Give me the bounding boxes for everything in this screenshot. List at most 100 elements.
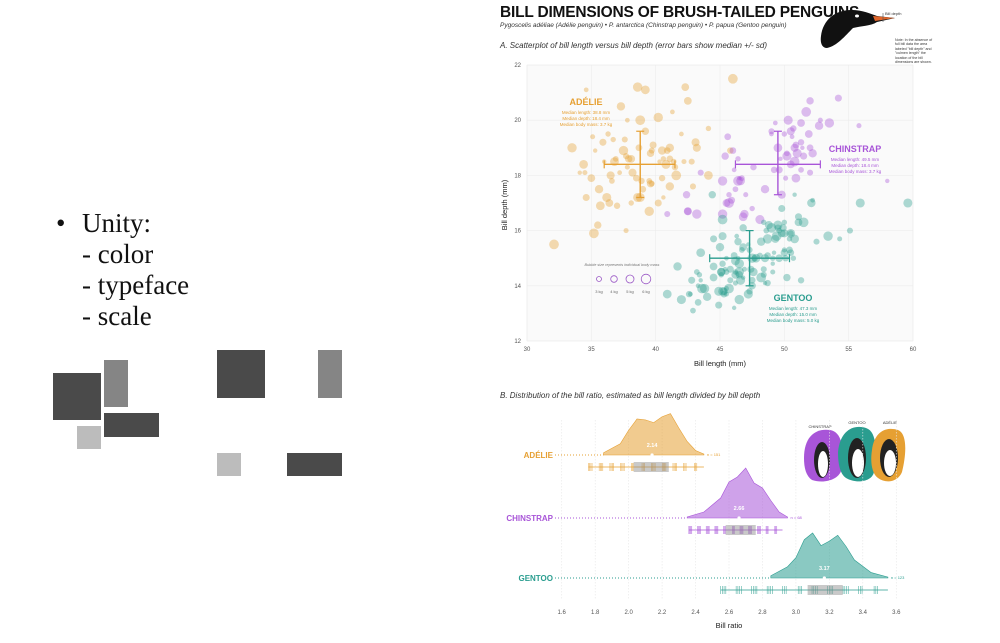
adelie-point	[671, 170, 682, 181]
chinstrap-n-label: n = 68	[791, 515, 803, 520]
ridge-x-tick-3.0: 3.0	[792, 610, 801, 616]
bubble-legend-label-4kg: 4 kg	[610, 289, 618, 294]
scatter-x-tick-60: 60	[910, 347, 917, 353]
gentoo-point	[734, 237, 742, 246]
gentoo-point	[757, 252, 763, 259]
gentoo-point	[779, 224, 787, 232]
gentoo-point	[780, 229, 789, 238]
adelie-point	[612, 155, 619, 162]
gentoo-point	[736, 275, 746, 285]
chinstrap-point	[717, 209, 728, 219]
penguin-bill-shape	[873, 16, 895, 21]
chinstrap-point	[783, 115, 793, 125]
bullet-line-typeface: - typeface	[82, 270, 190, 300]
gentoo-point	[723, 291, 729, 297]
ridge-x-tick-2.6: 2.6	[725, 610, 734, 616]
adelie-point	[623, 153, 630, 160]
adelie-point	[605, 199, 614, 207]
adelie-point	[665, 182, 675, 191]
gentoo-point	[709, 262, 718, 271]
gentoo-point	[774, 224, 782, 232]
adelie-point	[624, 155, 633, 163]
gentoo-point	[771, 234, 780, 243]
scatter-x-tick-40: 40	[652, 347, 659, 353]
gentoo-point	[731, 270, 740, 279]
adelie-point	[594, 221, 602, 229]
scatter-y-tick-22: 22	[514, 63, 521, 69]
chinstrap-point	[769, 131, 774, 137]
gentoo-point	[781, 247, 787, 253]
gentoo-point	[762, 234, 773, 244]
gentoo-point	[790, 255, 797, 261]
adelie-point	[624, 164, 630, 170]
adelie-point	[727, 147, 734, 154]
gentoo-point	[771, 250, 777, 255]
scale-square-light-small	[217, 453, 241, 476]
adelie-point	[670, 109, 675, 115]
gentoo-point	[760, 271, 767, 278]
ridge-x-tick-2.0: 2.0	[624, 610, 633, 616]
scatter-x-tick-30: 30	[524, 347, 531, 353]
gentoo-n-label: n = 123	[891, 575, 905, 580]
gentoo-point	[708, 191, 716, 199]
gentoo-point	[723, 269, 730, 275]
chinstrap-density	[686, 467, 788, 519]
gentoo-point	[696, 248, 706, 258]
chinstrap-point	[736, 176, 745, 186]
adelie-ridge-label: ADÉLIE	[524, 451, 554, 460]
adelie-point	[609, 178, 615, 184]
adelie-point	[587, 174, 596, 183]
gentoo-point	[719, 287, 728, 296]
gentoo-point	[739, 224, 747, 232]
adelie-point	[594, 185, 604, 194]
chinstrap-point	[807, 169, 814, 176]
chinstrap-point	[664, 211, 671, 218]
adelie-point	[648, 147, 655, 154]
scatter-x-tick-35: 35	[588, 347, 595, 353]
chinstrap-point	[684, 207, 692, 215]
adelie-point	[691, 138, 700, 147]
adelie-point	[567, 143, 577, 153]
gentoo-point	[741, 266, 747, 272]
adelie-point	[610, 136, 616, 143]
gentoo-point	[718, 272, 724, 278]
chinstrap-point	[790, 143, 799, 152]
chinstrap-point	[724, 133, 732, 141]
gentoo-point	[732, 280, 738, 286]
bill-scatterplot: 30 35 40 45 50 55 60 12 14 16 18 20 22 Bill length (…	[500, 63, 917, 368]
adelie-point	[657, 159, 662, 164]
adelie-density	[603, 413, 705, 456]
adelie-point	[657, 146, 667, 155]
gentoo-density	[770, 532, 889, 579]
bubble-legend-label-3kg: 3 kg	[595, 289, 603, 294]
chinstrap-point	[721, 152, 729, 160]
bubble-size-legend: Bubble size represents individual body m…	[585, 263, 660, 294]
gentoo-point	[734, 233, 740, 239]
gentoo-point	[673, 262, 682, 271]
unity-rect-mid-tall	[104, 360, 128, 407]
scatter-y-tick-16: 16	[514, 229, 521, 235]
adelie-median-label: 2.14	[647, 443, 659, 449]
chinstrap-point	[731, 167, 737, 173]
chinstrap-point	[749, 205, 755, 212]
ridge-x-tick-3.6: 3.6	[892, 610, 901, 616]
scatter-y-tick-14: 14	[514, 284, 521, 290]
unity-square-dark-large	[53, 373, 101, 420]
chinstrap-point	[792, 148, 802, 158]
penguin-poster: BILL DIMENSIONS OF BRUSH-TAILED PENGUINS…	[497, 0, 932, 643]
ridge-x-tick-2.4: 2.4	[691, 610, 700, 616]
chinstrap-annotation-1: Median length: 49.5 mm	[831, 157, 880, 162]
gentoo-point	[695, 283, 701, 289]
adelie-point	[689, 183, 697, 190]
scatter-x-tick-45: 45	[717, 347, 724, 353]
adelie-point	[641, 85, 650, 95]
gentoo-point	[709, 273, 718, 282]
chinstrap-point	[834, 94, 842, 102]
adelie-point	[599, 138, 607, 146]
adelie-point	[632, 82, 643, 92]
chinstrap-point	[786, 127, 795, 136]
adelie-point	[579, 159, 588, 169]
bubble-legend-label-6kg: 6 kg	[642, 289, 650, 294]
chinstrap-point	[722, 199, 731, 207]
adelie-point	[683, 97, 692, 105]
